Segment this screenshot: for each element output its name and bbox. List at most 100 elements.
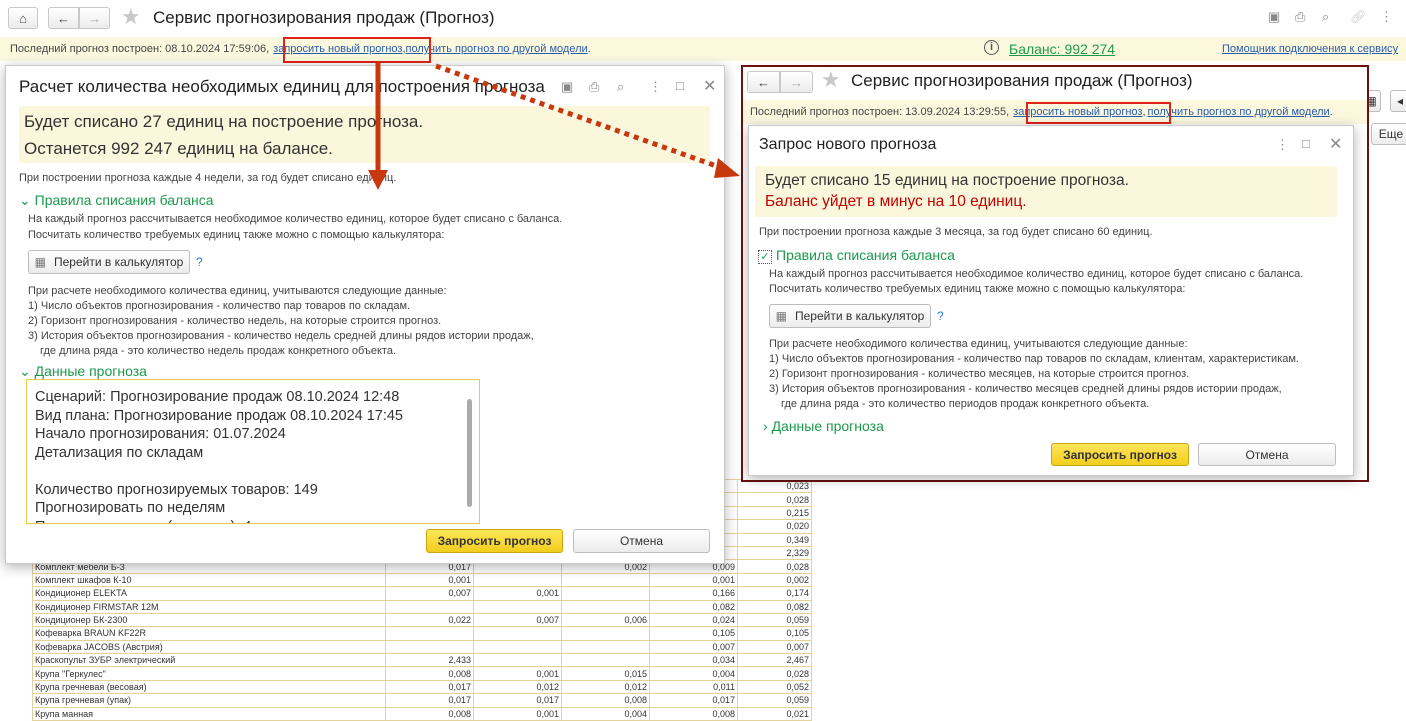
item-2: 2) Горизонт прогнозирования - количество… (28, 315, 442, 327)
maximize-icon[interactable]: □ (676, 78, 684, 93)
value-cell: 0,022 (385, 612, 474, 628)
second-window: ← → ★ Сервис прогнозирования продаж (Про… (741, 65, 1369, 482)
value-cell: 2,467 (737, 653, 812, 668)
forecast-data-line: Прогнозировать по неделям (35, 500, 226, 516)
product-name-cell: Кофеварка BRAUN KF22R (32, 626, 386, 641)
print-icon[interactable]: ⎙ (1295, 9, 1306, 24)
value-cell (473, 639, 562, 655)
calculator-button-label: Перейти в калькулятор (794, 309, 925, 323)
rules-line-2: Посчитать количество требуемых единиц та… (769, 283, 1186, 295)
table-row[interactable]: Крупа "Геркулес" 0,008 0,001 0,015 0,004 0,02… (32, 666, 812, 681)
item-3-continued: где длина ряда - это количество периодов… (781, 398, 1150, 410)
more-icon[interactable]: ⋮ (1276, 137, 1289, 152)
link-icon[interactable]: 🔗︎ (1350, 9, 1367, 24)
favorite-star-icon[interactable]: ★ (121, 4, 141, 29)
value-cell: 0,008 (561, 693, 650, 708)
separator: , (1142, 106, 1146, 118)
value-cell: 0,001 (473, 706, 562, 721)
request-new-forecast-link[interactable]: запросить новый прогноз (273, 43, 403, 55)
table-row[interactable]: Крупа гречневая (упак) 0,017 0,017 0,008 0,0… (32, 693, 812, 708)
product-name-cell: Комплект шкафов К-10 (32, 572, 386, 588)
forward-button[interactable]: → (780, 71, 813, 93)
data-section-toggle[interactable]: › Данные прогноза (763, 418, 884, 434)
forecast-data-line: Прогнозировать на (горизонт): 4 (35, 518, 479, 524)
calculator-button[interactable]: ▦ Перейти в калькулятор (28, 250, 190, 274)
more-button[interactable]: Еще (1371, 123, 1406, 145)
product-name-cell: Кофеварка JACOBS (Австрия) (32, 639, 386, 655)
other-model-link[interactable]: получить прогноз по другой модели (405, 43, 588, 55)
value-cell: 0,012 (473, 679, 562, 695)
preview-icon[interactable]: ⌕ (617, 79, 625, 94)
maximize-icon[interactable]: □ (1302, 136, 1310, 151)
rules-header: Правила списания баланса (34, 192, 214, 208)
rules-line-2: Посчитать количество требуемых единиц та… (28, 229, 445, 241)
product-name-cell: Крупа гречневая (весовая) (32, 679, 386, 695)
forward-button[interactable]: → (79, 7, 110, 29)
submit-forecast-button[interactable]: Запросить прогноз (426, 529, 563, 553)
separator: . (1329, 106, 1333, 118)
table-row[interactable]: Кондиционер БК-2300 0,022 0,007 0,006 0,024 0… (32, 612, 812, 628)
remaining-text: Останется 992 247 единиц на балансе. (24, 139, 333, 158)
favorite-star-icon[interactable]: ★ (821, 67, 841, 92)
negative-balance-warning: Баланс уйдет в минус на 10 единиц. (765, 193, 1027, 210)
value-cell (473, 653, 562, 668)
calculator-button[interactable]: ▦ Перейти в калькулятор (769, 304, 931, 328)
value-cell: 0,024 (649, 612, 738, 628)
save-icon[interactable]: ▣ (1268, 9, 1281, 24)
toggle-button[interactable]: ◂ (1390, 90, 1406, 112)
request-new-forecast-link[interactable]: запросить новый прогноз (1013, 106, 1143, 118)
other-model-link[interactable]: получить прогноз по другой модели (1147, 106, 1330, 118)
rules-section-toggle[interactable]: ✓ Правила списания баланса (758, 247, 955, 264)
value-cell: 0,028 (737, 666, 812, 681)
preview-icon[interactable]: ⌕ (1322, 9, 1330, 24)
cancel-button[interactable]: Отмена (1198, 443, 1336, 466)
table-row[interactable]: Кондиционер FIRMSTAR 12M 0,082 0,082 (32, 599, 812, 614)
back-button[interactable]: ← (48, 7, 79, 29)
save-icon[interactable]: ▣ (561, 79, 574, 94)
value-cell: 0,007 (385, 586, 474, 601)
help-link[interactable]: ? (937, 309, 944, 323)
value-cell: 0,020 (737, 519, 812, 534)
product-name-cell: Кондиционер FIRMSTAR 12M (32, 599, 386, 614)
value-cell: 0,007 (649, 639, 738, 655)
forecast-data-textarea[interactable]: Сценарий: Прогнозирование продаж 08.10.2… (26, 379, 480, 524)
table-row[interactable]: Краскопульт ЗУБР электрический 2,433 0,034… (32, 653, 812, 668)
rules-section-toggle[interactable]: ⌄ Правила списания баланса (19, 192, 214, 209)
forecast-data-line: Начало прогнозирования: 01.07.2024 (35, 426, 286, 442)
data-section-toggle[interactable]: ⌄ Данные прогноза (19, 363, 147, 380)
value-cell (473, 599, 562, 614)
value-cell: 0,059 (737, 693, 812, 708)
assistant-link[interactable]: Помощник подключения к сервису (1222, 43, 1399, 55)
table-row[interactable]: Кондиционер ELEKTA 0,007 0,001 0,166 0,174 (32, 586, 812, 601)
table-row[interactable]: Крупа гречневая (весовая) 0,017 0,012 0,012… (32, 679, 812, 695)
cancel-button[interactable]: Отмена (573, 529, 710, 553)
checkbox-chevron-icon: ✓ (758, 250, 772, 264)
more-icon[interactable]: ⋮ (649, 79, 662, 94)
value-cell: 0,001 (385, 572, 474, 588)
table-row[interactable]: Кофеварка BRAUN KF22R 0,105 0,105 (32, 626, 812, 641)
forecast-data-line: Вид плана: Прогнозирование продаж 08.10.… (35, 407, 403, 424)
back-button[interactable]: ← (747, 71, 780, 93)
submit-forecast-button[interactable]: Запросить прогноз (1051, 443, 1189, 466)
value-cell: 0,006 (561, 612, 650, 628)
item-1: 1) Число объектов прогнозирования - коли… (769, 353, 1299, 365)
value-cell (473, 572, 562, 588)
table-row[interactable]: Крупа манная 0,008 0,001 0,004 0,008 0,021 (32, 706, 812, 721)
more-icon[interactable]: ⋮ (1380, 9, 1393, 24)
value-cell: 0,105 (737, 626, 812, 641)
home-button[interactable]: ⌂ (8, 7, 38, 29)
last-forecast-text: Последний прогноз построен: 08.10.2024 1… (10, 43, 270, 55)
calc-intro: При расчете необходимого количества един… (769, 338, 1188, 350)
close-icon[interactable]: ✕ (703, 78, 717, 95)
value-cell: 2,329 (737, 545, 812, 561)
product-name-cell: Краскопульт ЗУБР электрический (32, 653, 386, 668)
help-link[interactable]: ? (196, 255, 203, 269)
table-row[interactable]: Комплект шкафов К-10 0,001 0,001 0,002 (32, 572, 812, 588)
scrollbar[interactable] (467, 399, 472, 507)
close-icon[interactable]: ✕ (1329, 136, 1343, 153)
value-cell: 0,007 (473, 612, 562, 628)
value-cell: 0,004 (649, 666, 738, 681)
print-icon[interactable]: ⎙ (589, 79, 600, 94)
balance-link[interactable]: Баланс: 992 274 (1009, 41, 1116, 57)
table-row[interactable]: Кофеварка JACOBS (Австрия) 0,007 0,007 (32, 639, 812, 655)
